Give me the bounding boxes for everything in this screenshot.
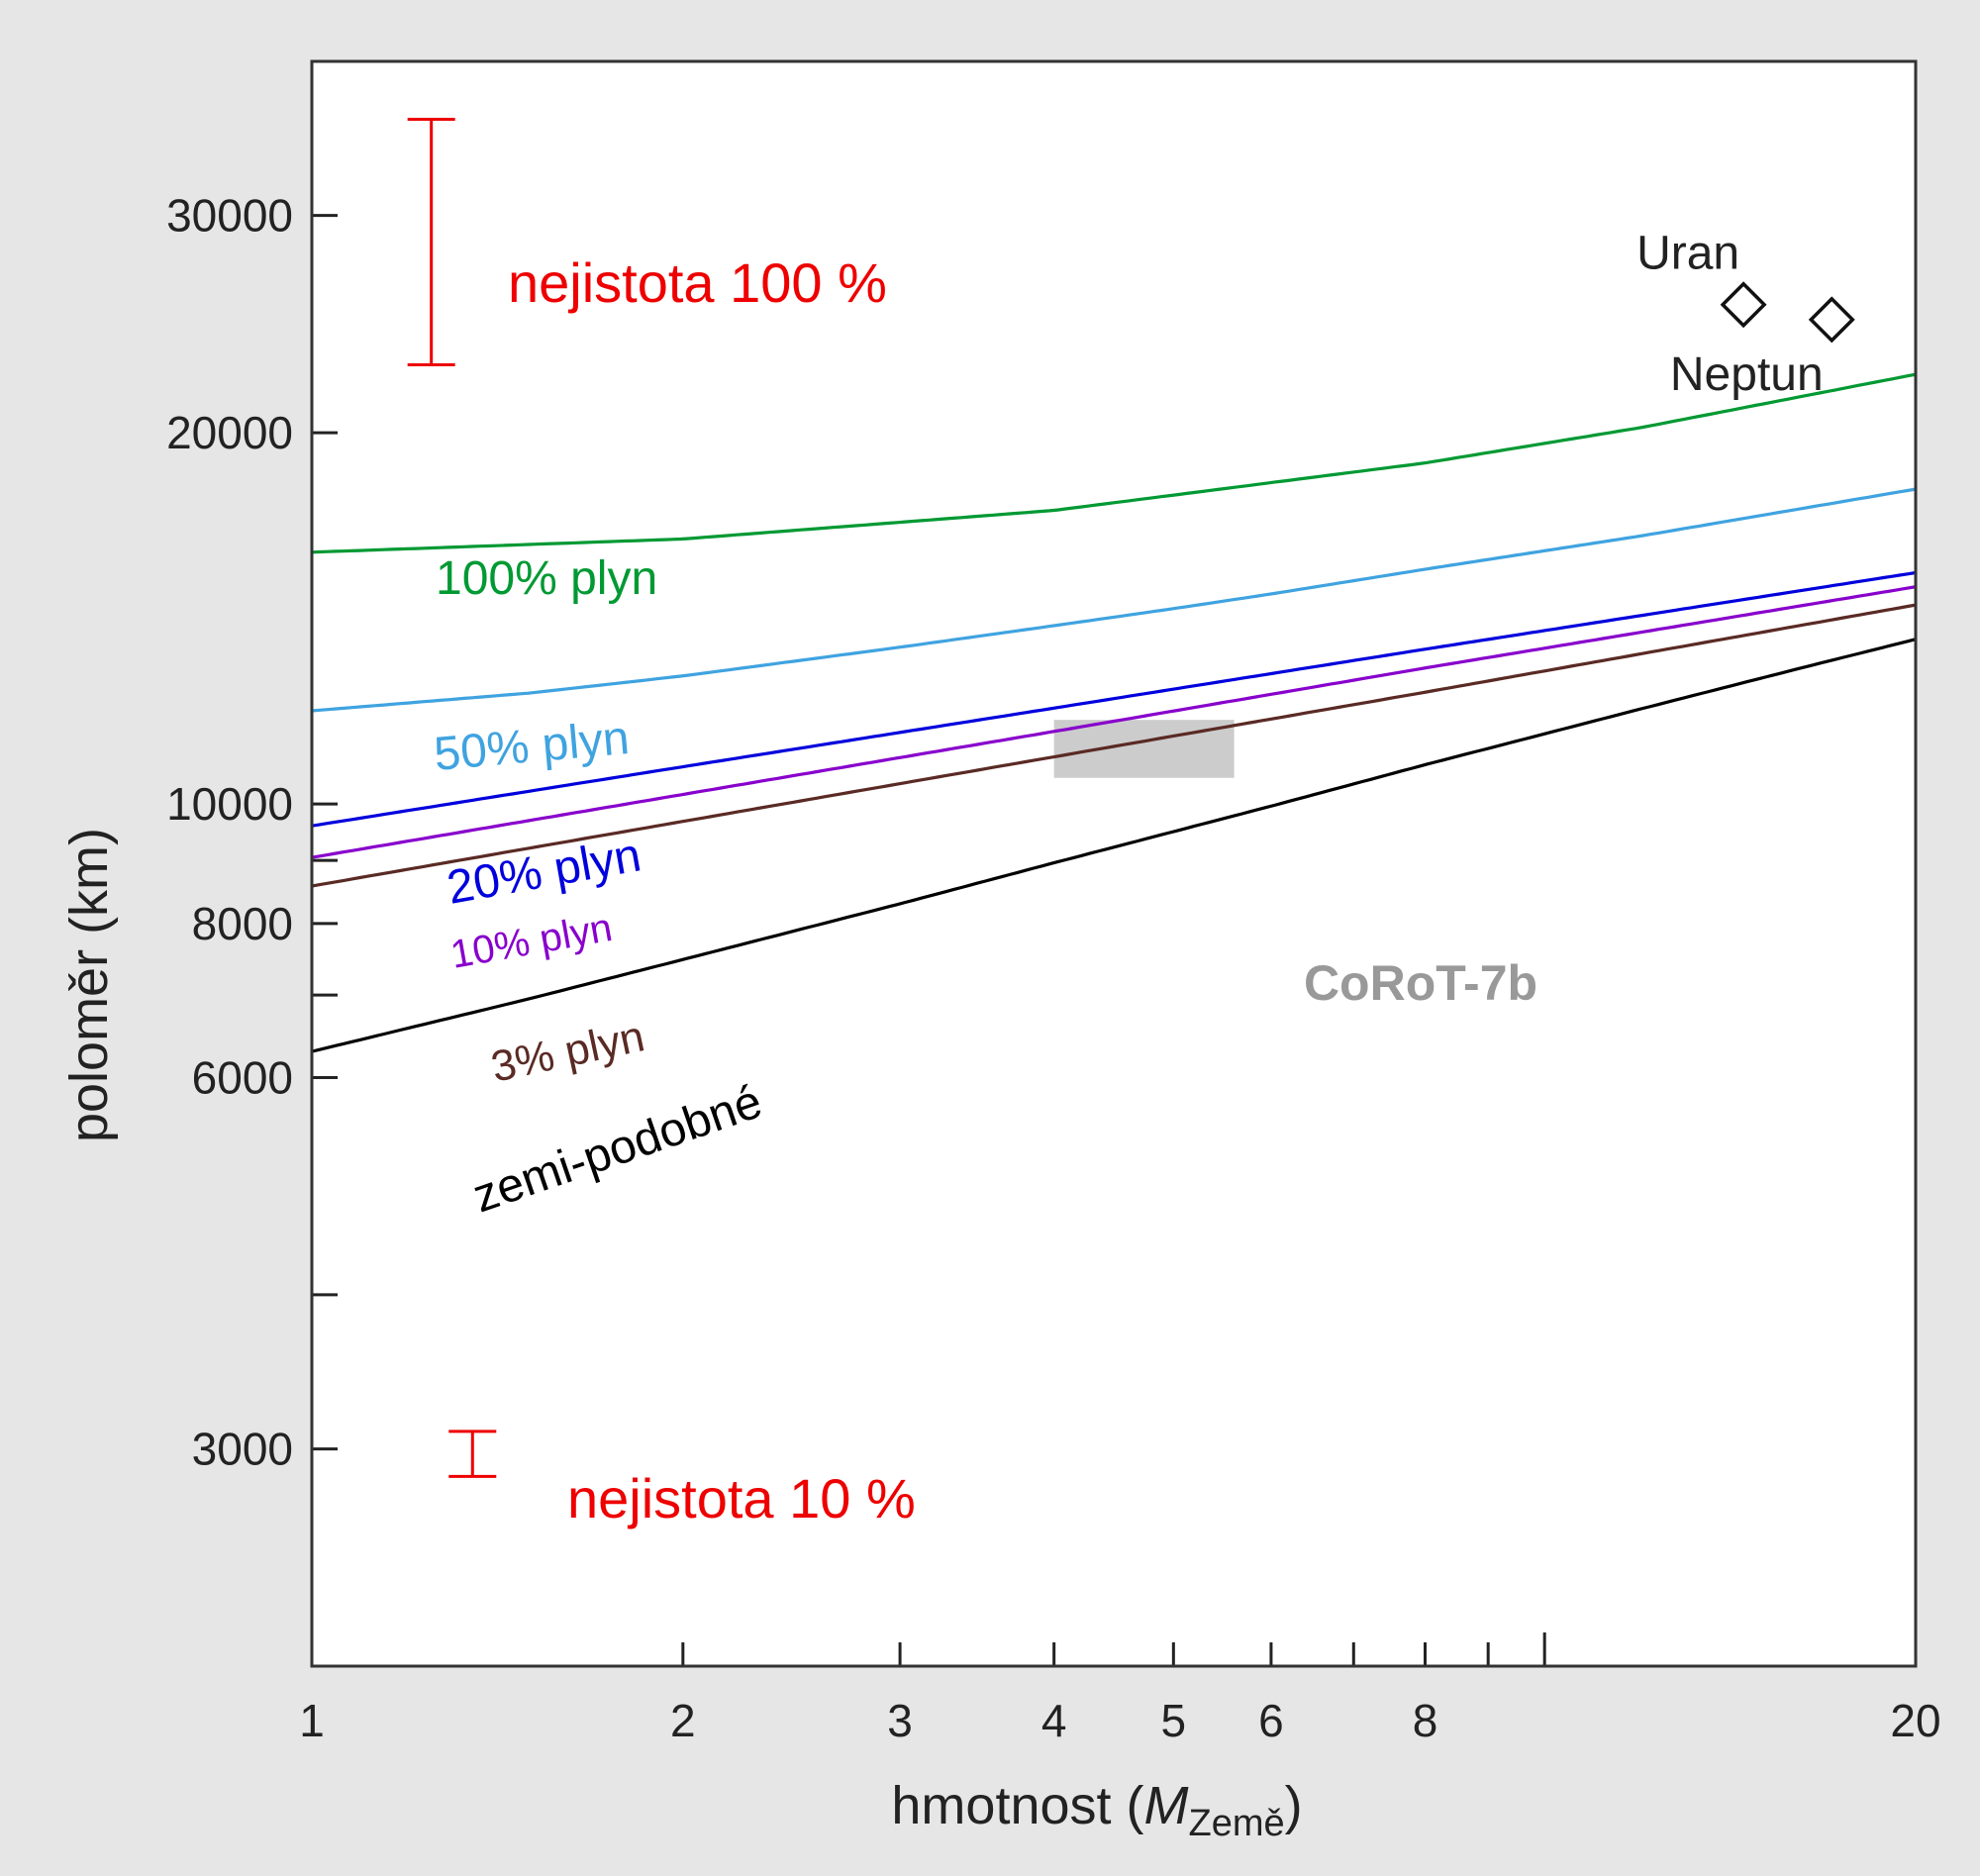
series-label-100pct-plyn: 100% plyn [436, 552, 657, 605]
y-tick-label-8000: 8000 [192, 898, 293, 949]
x-tick-label-4: 4 [1041, 1695, 1067, 1746]
plot-frame [310, 59, 1918, 1668]
point-marker-neptun [1808, 296, 1855, 344]
series-line-50pct-plyn [312, 487, 1916, 713]
corot-7b-label: CoRoT-7b [1304, 955, 1537, 1011]
corot-7b-region [1053, 720, 1235, 778]
series-layer [312, 372, 1916, 1053]
x-axis-label-symbol: M [1144, 1776, 1189, 1835]
series-line-10pct-plyn [312, 585, 1916, 859]
series-line-zemi-podobne [312, 638, 1916, 1053]
series-line-20pct-plyn [312, 570, 1916, 828]
region-layer: CoRoT-7b [1053, 720, 1537, 1011]
y-tick-label-10000: 10000 [166, 778, 293, 830]
points-layer: Uran Neptun [1636, 228, 1855, 401]
x-tick-label-8: 8 [1413, 1695, 1438, 1746]
error-bar-label-2: nejistota 10 % [567, 1467, 916, 1530]
x-axis-label-main: hmotnost ( [891, 1776, 1143, 1835]
x-tick-label-5: 5 [1161, 1695, 1187, 1746]
x-tick-label-3: 3 [887, 1695, 913, 1746]
x-tick-label-2: 2 [670, 1695, 696, 1746]
error-bar-label-1: nejistota 100 % [508, 251, 887, 314]
y-tick-label-30000: 30000 [166, 190, 293, 242]
axes-layer: 1 2 3 4 5 6 8 20 3000 6000 8000 10000 20000 30000 hmot… [59, 190, 1941, 1844]
x-axis-label-subscript: Země [1188, 1803, 1284, 1844]
y-tick-label-6000: 6000 [192, 1052, 293, 1104]
point-label-uran: Uran [1636, 228, 1739, 280]
error-bar-layer: nejistota 100 % nejistota 10 % [407, 118, 916, 1530]
y-tick-label-20000: 20000 [166, 407, 293, 458]
x-tick-label-20: 20 [1890, 1695, 1940, 1746]
series-line-100pct-plyn [312, 372, 1916, 554]
point-label-neptun: Neptun [1670, 348, 1824, 401]
series-line-3pct-plyn [312, 603, 1916, 888]
x-axis-label: hmotnost (MZemě) [891, 1776, 1302, 1844]
y-tick-label-3000: 3000 [192, 1424, 293, 1475]
y-axis-label: poloměr (km) [59, 828, 119, 1142]
plot-area [312, 61, 1916, 1666]
x-axis-label-end: ) [1285, 1776, 1303, 1835]
x-tick-label-6: 6 [1258, 1695, 1284, 1746]
x-tick-label-1: 1 [299, 1695, 325, 1746]
point-marker-uran [1720, 281, 1767, 329]
